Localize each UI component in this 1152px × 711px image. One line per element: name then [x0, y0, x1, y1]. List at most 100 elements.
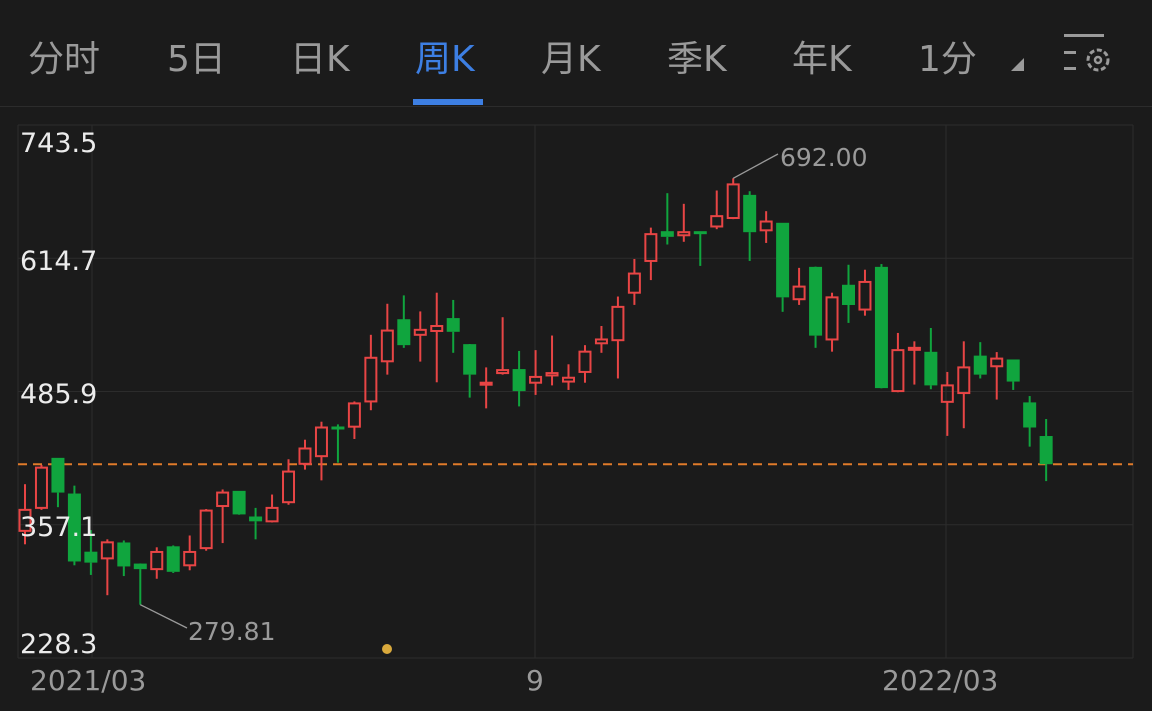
candle — [183, 535, 197, 571]
candle — [891, 332, 905, 393]
candle — [282, 459, 296, 505]
candle-body — [759, 220, 773, 232]
candle-body — [479, 381, 493, 386]
candle-body — [100, 541, 114, 560]
candle-body — [265, 506, 279, 523]
min-price-label: 279.81 — [188, 617, 276, 646]
candle — [265, 494, 279, 523]
candle-body — [413, 328, 427, 336]
candle-body — [858, 280, 872, 311]
candle-body — [907, 346, 921, 351]
x-tick-label: 9 — [526, 664, 544, 697]
candle-body — [562, 376, 576, 383]
candle — [430, 292, 444, 383]
annotation-leaders — [139, 153, 779, 629]
candle — [380, 303, 394, 375]
candle-body — [842, 284, 855, 306]
candle-body — [117, 542, 131, 567]
candle-body — [940, 384, 954, 403]
candle — [18, 484, 32, 545]
candle-body — [446, 318, 460, 332]
candle — [562, 364, 576, 390]
tab-5-day[interactable]: 5日 — [167, 39, 226, 80]
event-marker-dot[interactable] — [382, 644, 392, 654]
candle — [84, 530, 98, 575]
candle-body — [1006, 359, 1020, 382]
candle — [463, 344, 477, 398]
candle-body — [430, 325, 444, 332]
x-tick-label: 2021/03 — [30, 664, 147, 697]
candle — [199, 509, 213, 551]
tab-daily-k[interactable]: 日K — [290, 39, 350, 80]
y-tick-label: 614.7 — [20, 246, 98, 277]
max-price-label: 692.00 — [780, 143, 868, 172]
candle — [51, 457, 65, 508]
x-tick-label: 2022/03 — [882, 664, 999, 697]
candle — [545, 335, 559, 386]
candle — [512, 350, 526, 407]
candle-body — [232, 490, 246, 515]
candle-body — [298, 447, 312, 465]
candle-body — [282, 470, 296, 504]
candle — [792, 267, 806, 305]
candle-body — [314, 426, 328, 458]
candle — [397, 295, 411, 348]
candle — [67, 485, 81, 566]
candle-body — [463, 344, 477, 375]
tab-minute-dropdown[interactable]: 1分 — [918, 39, 977, 80]
candle — [858, 269, 872, 316]
candle — [594, 326, 608, 353]
tab-yearly-k[interactable]: 年K — [792, 39, 852, 80]
candle — [907, 341, 921, 385]
tab-quarterly-k[interactable]: 季K — [667, 39, 727, 80]
candle — [1039, 419, 1053, 482]
candle — [809, 266, 823, 348]
candle — [1023, 396, 1037, 447]
candle-body — [825, 296, 839, 341]
candle-body — [347, 402, 361, 428]
candle — [627, 258, 641, 305]
candle-body — [891, 349, 905, 393]
candle-body — [150, 550, 164, 571]
min-price-leader-line — [139, 604, 188, 629]
candle — [133, 563, 147, 605]
candle-body — [183, 550, 197, 567]
candle — [940, 371, 954, 436]
candle — [644, 227, 658, 281]
candle-body — [84, 551, 98, 563]
dropdown-caret-icon[interactable] — [1011, 58, 1024, 71]
candle — [529, 350, 543, 395]
candle-body — [611, 305, 625, 342]
candle-body — [51, 457, 65, 493]
tab-intraday[interactable]: 分时 — [28, 39, 101, 80]
candle-body — [216, 491, 230, 508]
candle — [150, 547, 164, 579]
candle-body — [693, 231, 707, 235]
tab-weekly-k[interactable]: 周K — [415, 39, 475, 80]
candle-body — [397, 319, 411, 346]
candle — [611, 296, 625, 379]
candle-body — [34, 466, 48, 509]
candles — [18, 178, 1053, 605]
chart-grid — [17, 124, 1134, 659]
candle-body — [331, 426, 345, 430]
candle — [990, 352, 1004, 400]
y-tick-label: 485.9 — [20, 379, 98, 410]
candle-body — [496, 369, 510, 375]
candle-body — [726, 183, 740, 220]
candle — [874, 264, 888, 389]
tab-monthly-k[interactable]: 月K — [541, 39, 601, 80]
candle-body — [990, 357, 1004, 368]
candle — [117, 540, 131, 577]
candle-body — [594, 338, 608, 345]
candle-body — [578, 350, 592, 373]
active-tab-indicator — [413, 99, 483, 105]
candle-body — [380, 329, 394, 363]
candle — [677, 203, 691, 242]
candle — [216, 489, 230, 544]
candle-body — [166, 546, 180, 572]
chart-settings-gear-icon[interactable] — [1062, 32, 1116, 76]
candle-body — [809, 266, 823, 336]
candle — [1006, 359, 1020, 390]
